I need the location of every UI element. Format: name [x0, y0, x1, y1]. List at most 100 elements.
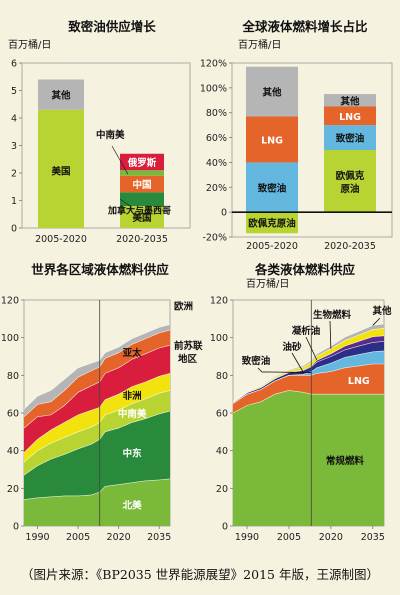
segment-label: 美国: [50, 165, 70, 177]
segment-label: 其他: [262, 87, 282, 99]
series-label: 地区: [178, 353, 198, 365]
x-tick-label: 2005: [277, 532, 301, 543]
bar-segment: [120, 192, 164, 206]
bar-segment: [324, 94, 376, 107]
bar-segment: [120, 153, 164, 171]
series-label: 油砂: [282, 341, 302, 353]
series-label: 非洲: [123, 390, 142, 402]
leader-line: [305, 336, 318, 361]
series-label: 中南美: [118, 408, 147, 420]
y-tick-label: -20%: [202, 233, 227, 244]
chart-title: 各类液体燃料供应: [254, 262, 356, 277]
unit-label: 百万桶/日: [246, 277, 289, 290]
area-series: [233, 350, 384, 404]
y-tick-label: 6: [11, 59, 17, 70]
x-tick-label: 2035: [361, 532, 385, 543]
leader-line: [269, 371, 312, 373]
figure-caption: （图片来源：《BP2035 世界能源展望》2015 年版，王源制图）: [21, 567, 379, 582]
area-series: [24, 345, 170, 453]
y-tick-label: 120: [1, 296, 19, 307]
series-label: 亚太: [123, 347, 143, 359]
segment-label: 中国: [132, 179, 151, 191]
bar-segment: [324, 106, 376, 126]
segment-label: 其他: [51, 90, 71, 102]
y-tick-label: 100: [210, 333, 228, 344]
plot-frame: [231, 62, 393, 238]
y-tick-label: 0: [222, 522, 228, 533]
x-category-label: 2005-2020: [35, 234, 87, 245]
area-series: [24, 373, 170, 462]
bar-segment: [246, 162, 298, 213]
bar-segment: [246, 116, 298, 163]
y-tick-label: 60: [216, 409, 228, 420]
y-tick-label: 80: [216, 371, 228, 382]
y-tick-label: 0: [221, 208, 227, 219]
series-label: 常规燃料: [326, 455, 365, 467]
x-tick-label: 2020: [107, 532, 131, 543]
segment-label: 欧佩克原油: [248, 218, 296, 230]
series-label: 欧洲: [174, 301, 193, 313]
bar-segment: [120, 206, 164, 228]
series-label: 其他: [372, 305, 392, 317]
y-tick-label: 20: [7, 484, 19, 495]
x-category-label: 2020-2035: [116, 234, 168, 245]
series-label: 凝析油: [292, 325, 321, 337]
y-tick-label: 40: [216, 446, 228, 457]
y-tick-label: 4: [11, 114, 17, 125]
segment-label: 其他: [340, 95, 360, 107]
bar-segment: [120, 175, 164, 193]
unit-label: 百万桶/日: [238, 38, 281, 51]
y-tick-label: 0: [13, 522, 19, 533]
chart-title: 全球液体燃料增长占比: [241, 19, 368, 34]
chart-regional-supply: 0 20 40 60 80 100 120 世界各区域液体燃料供应 1990 2005 2020 20…: [1, 262, 203, 543]
y-tick-label: 2: [11, 169, 17, 180]
chart-title: 致密油供应增长: [68, 19, 156, 34]
y-tick-label: 3: [11, 141, 17, 152]
y-tick-label: 0: [11, 224, 17, 235]
segment-label: 致密油: [258, 182, 287, 194]
segment-label: 原油: [340, 183, 359, 195]
x-tick-label: 2035: [147, 532, 171, 543]
leader-line: [329, 320, 332, 349]
area-series: [233, 328, 384, 403]
bar-segment: [324, 125, 376, 150]
y-tick-label: 80%: [206, 108, 227, 119]
x-tick-label: 1990: [235, 532, 259, 543]
y-tick-label: 120%: [200, 59, 227, 70]
leader-line: [257, 367, 263, 373]
series-label: 中东: [123, 448, 143, 460]
segment-label: 致密油: [336, 133, 365, 145]
segment-label: 中南美: [96, 129, 125, 141]
segment-label: 欧佩克: [336, 170, 365, 182]
series-label: 生物燃料: [313, 309, 352, 321]
segment-label: 美国: [131, 212, 151, 224]
bar-segment: [324, 150, 376, 213]
segment-label: LNG: [261, 135, 283, 146]
bar-segment: [38, 79, 84, 110]
series-label: 前苏联: [174, 340, 203, 352]
segment-label: 加拿大与墨西哥: [107, 205, 171, 217]
chart-title: 世界各区域液体燃料供应: [31, 262, 169, 277]
leader-line: [372, 317, 381, 326]
area-series: [24, 330, 170, 429]
y-tick-label: 20: [216, 484, 228, 495]
leader-line: [111, 145, 129, 175]
bar-segment: [120, 170, 164, 176]
leader-line: [119, 198, 133, 208]
segment-label: 俄罗斯: [127, 157, 157, 169]
y-tick-label: 1: [11, 196, 17, 207]
area-series: [233, 390, 384, 526]
series-label: LNG: [348, 376, 370, 387]
area-series: [233, 335, 384, 403]
y-tick-label: 5: [11, 86, 17, 97]
x-tick-label: 2020: [319, 532, 343, 543]
y-tick-label: 20%: [206, 183, 227, 194]
bar-segment: [246, 212, 298, 234]
y-tick-label: 60: [7, 409, 19, 420]
y-tick-label: 120: [210, 296, 228, 307]
y-tick-label: 100: [1, 333, 19, 344]
x-tick-label: 1990: [25, 532, 49, 543]
